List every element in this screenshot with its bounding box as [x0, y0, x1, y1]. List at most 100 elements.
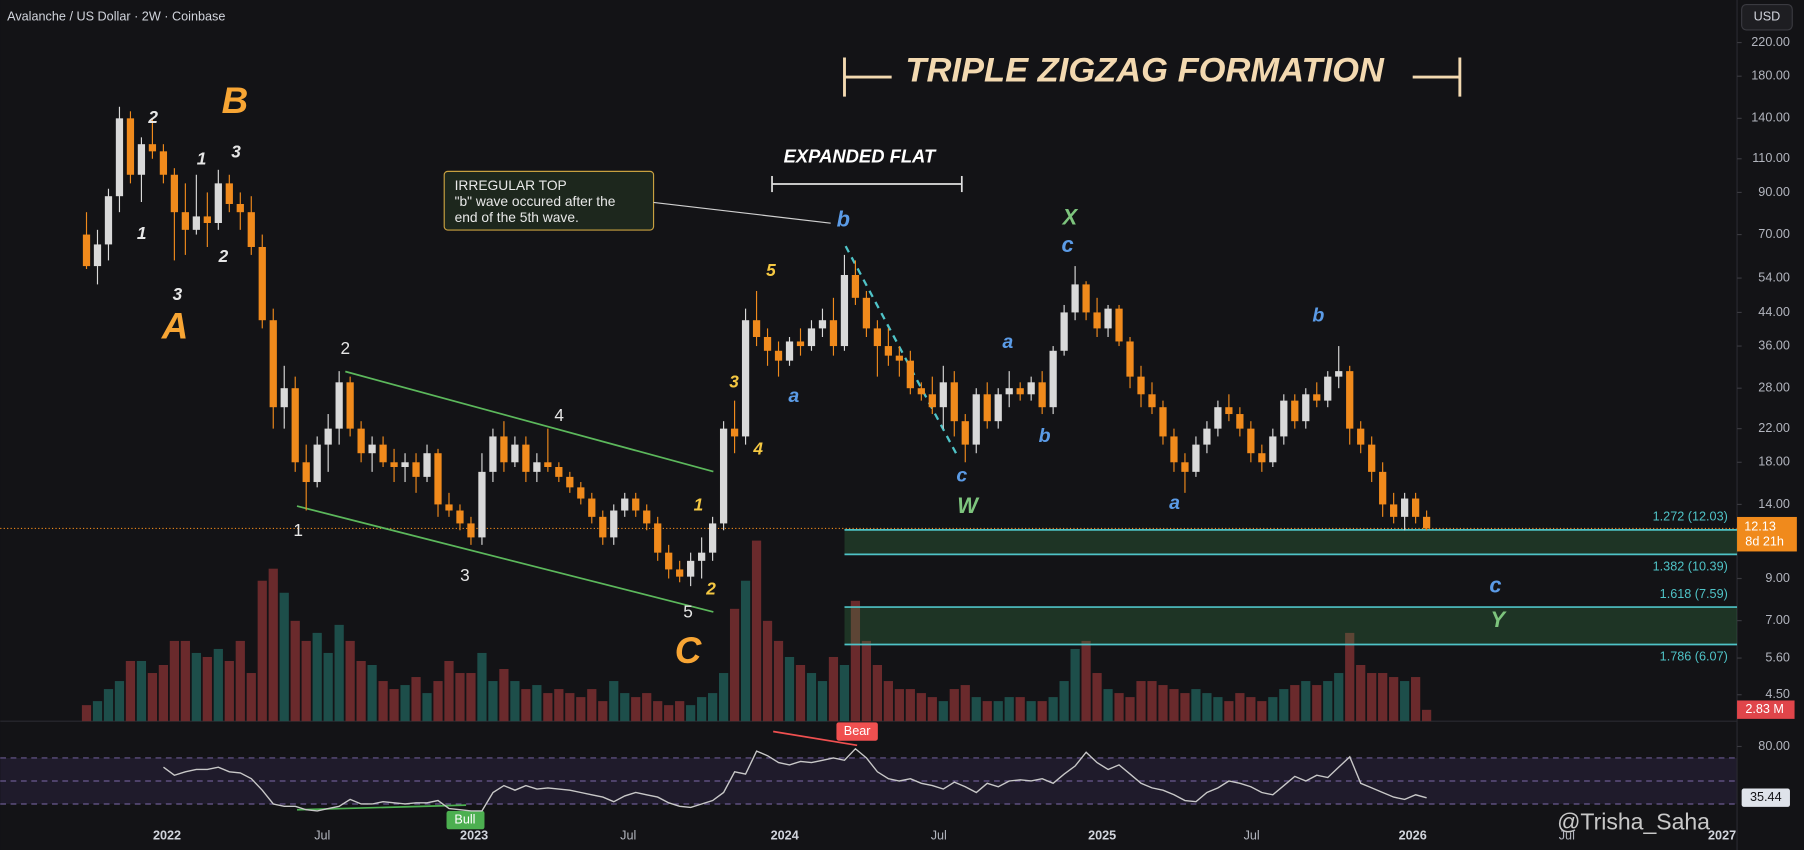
wave-label: 1 — [293, 520, 303, 540]
y-tick-label: 54.00 — [1758, 270, 1790, 284]
volume-bar — [708, 693, 718, 722]
wave-label: a — [1169, 492, 1180, 514]
volume-bar — [1224, 701, 1234, 722]
volume-bar — [718, 673, 729, 722]
last-price-label: 12.13 — [1744, 520, 1776, 534]
x-tick-label: 2022 — [153, 829, 181, 843]
volume-bar — [1301, 681, 1311, 722]
volume-bar — [1136, 681, 1146, 722]
candle-body — [357, 428, 365, 454]
currency-button[interactable] — [1741, 4, 1793, 31]
volume-bar — [92, 701, 103, 722]
volume-bar — [1334, 673, 1344, 722]
volume-bar — [729, 608, 740, 722]
volume-bar — [1180, 693, 1190, 722]
candle-body — [302, 462, 310, 483]
note-box — [443, 170, 655, 231]
candle-body — [1126, 341, 1134, 377]
candle-body — [1016, 388, 1024, 395]
y-tick-label: 220.00 — [1751, 35, 1790, 49]
fib-layer: 1.272 (12.03) 1.382 (10.39) 1.618 (7.59) 1.… — [844, 510, 1738, 664]
wave-label: 1 — [694, 495, 704, 515]
candle-body — [445, 504, 453, 511]
volume-bar — [1147, 681, 1157, 722]
candle-body — [1324, 376, 1332, 401]
candle-body — [1115, 308, 1123, 342]
volume-bar — [1114, 693, 1124, 722]
volume-bar — [1191, 689, 1201, 722]
volume-bar — [389, 689, 399, 722]
candle-body — [401, 462, 409, 468]
wave-label: 4 — [554, 405, 564, 425]
candle-body — [939, 382, 947, 408]
countdown: 8d 21h — [1745, 535, 1784, 549]
volume-bar — [235, 640, 245, 722]
volume-bar — [883, 681, 893, 722]
wave-label: 2 — [218, 246, 229, 266]
volume-bar — [444, 660, 454, 722]
y-tick-label: 7.00 — [1765, 613, 1790, 627]
candle-body — [621, 498, 629, 511]
channel-line — [345, 370, 714, 473]
x-tick-label: Jul — [620, 829, 636, 843]
candle-body — [676, 569, 684, 577]
volume-bar — [872, 664, 882, 722]
volume-bar — [1092, 673, 1102, 722]
rsi-value-label: 35.44 — [1750, 790, 1782, 804]
volume-bar — [839, 664, 850, 722]
wave-label: 2 — [705, 579, 716, 599]
candle-body — [1357, 428, 1365, 445]
candle-body — [544, 462, 552, 468]
volume-bar — [1378, 673, 1388, 722]
wave-label: 2 — [341, 338, 351, 358]
volume-bar — [1103, 689, 1113, 722]
candle-body — [148, 144, 157, 152]
fib-zone — [844, 529, 1738, 555]
volume-bar — [1400, 681, 1410, 722]
wave-label: a — [1002, 331, 1013, 353]
volume-label-box — [1737, 700, 1795, 719]
candle-body — [346, 382, 354, 429]
candle-body — [1368, 444, 1376, 472]
volume-bar — [927, 697, 937, 722]
volume-bar — [894, 689, 904, 722]
candle-body — [796, 341, 805, 347]
candle-body — [104, 196, 113, 245]
bear-badge — [836, 722, 878, 741]
candle-body — [665, 552, 673, 570]
wave-label: c — [956, 464, 967, 486]
candle-body — [335, 382, 343, 429]
candle-body — [698, 552, 706, 561]
volume-bar — [257, 580, 267, 722]
volume-bar — [1279, 689, 1289, 722]
volume-bar — [1411, 677, 1421, 722]
volume-bar — [114, 681, 125, 722]
candle-body — [719, 428, 728, 524]
wave-label: 2 — [147, 107, 158, 127]
volume-bar — [675, 701, 685, 722]
volume-bar — [1004, 697, 1014, 722]
volume-bar — [620, 693, 630, 722]
candle-body — [873, 328, 882, 347]
volume-bar — [1312, 685, 1322, 722]
divergence-line — [773, 730, 858, 747]
candle-body — [829, 320, 838, 347]
candle-body — [324, 428, 332, 445]
candle-body — [1280, 400, 1288, 437]
candle-body — [906, 360, 914, 389]
volume-bar — [938, 701, 948, 722]
volume-bar — [642, 693, 652, 722]
candle-body — [192, 216, 200, 230]
candle-body — [994, 394, 1002, 422]
volume-bar — [543, 693, 553, 722]
volume-bar — [466, 673, 476, 722]
candle-body — [1049, 350, 1057, 408]
candle-body — [1181, 462, 1189, 472]
volume-bar — [740, 580, 751, 722]
volume-bar — [1356, 664, 1366, 722]
note-line: end of the 5th wave. — [455, 210, 579, 225]
wave-label: Y — [1491, 607, 1508, 632]
volume-bar — [993, 701, 1003, 722]
volume-bar — [1026, 701, 1036, 722]
